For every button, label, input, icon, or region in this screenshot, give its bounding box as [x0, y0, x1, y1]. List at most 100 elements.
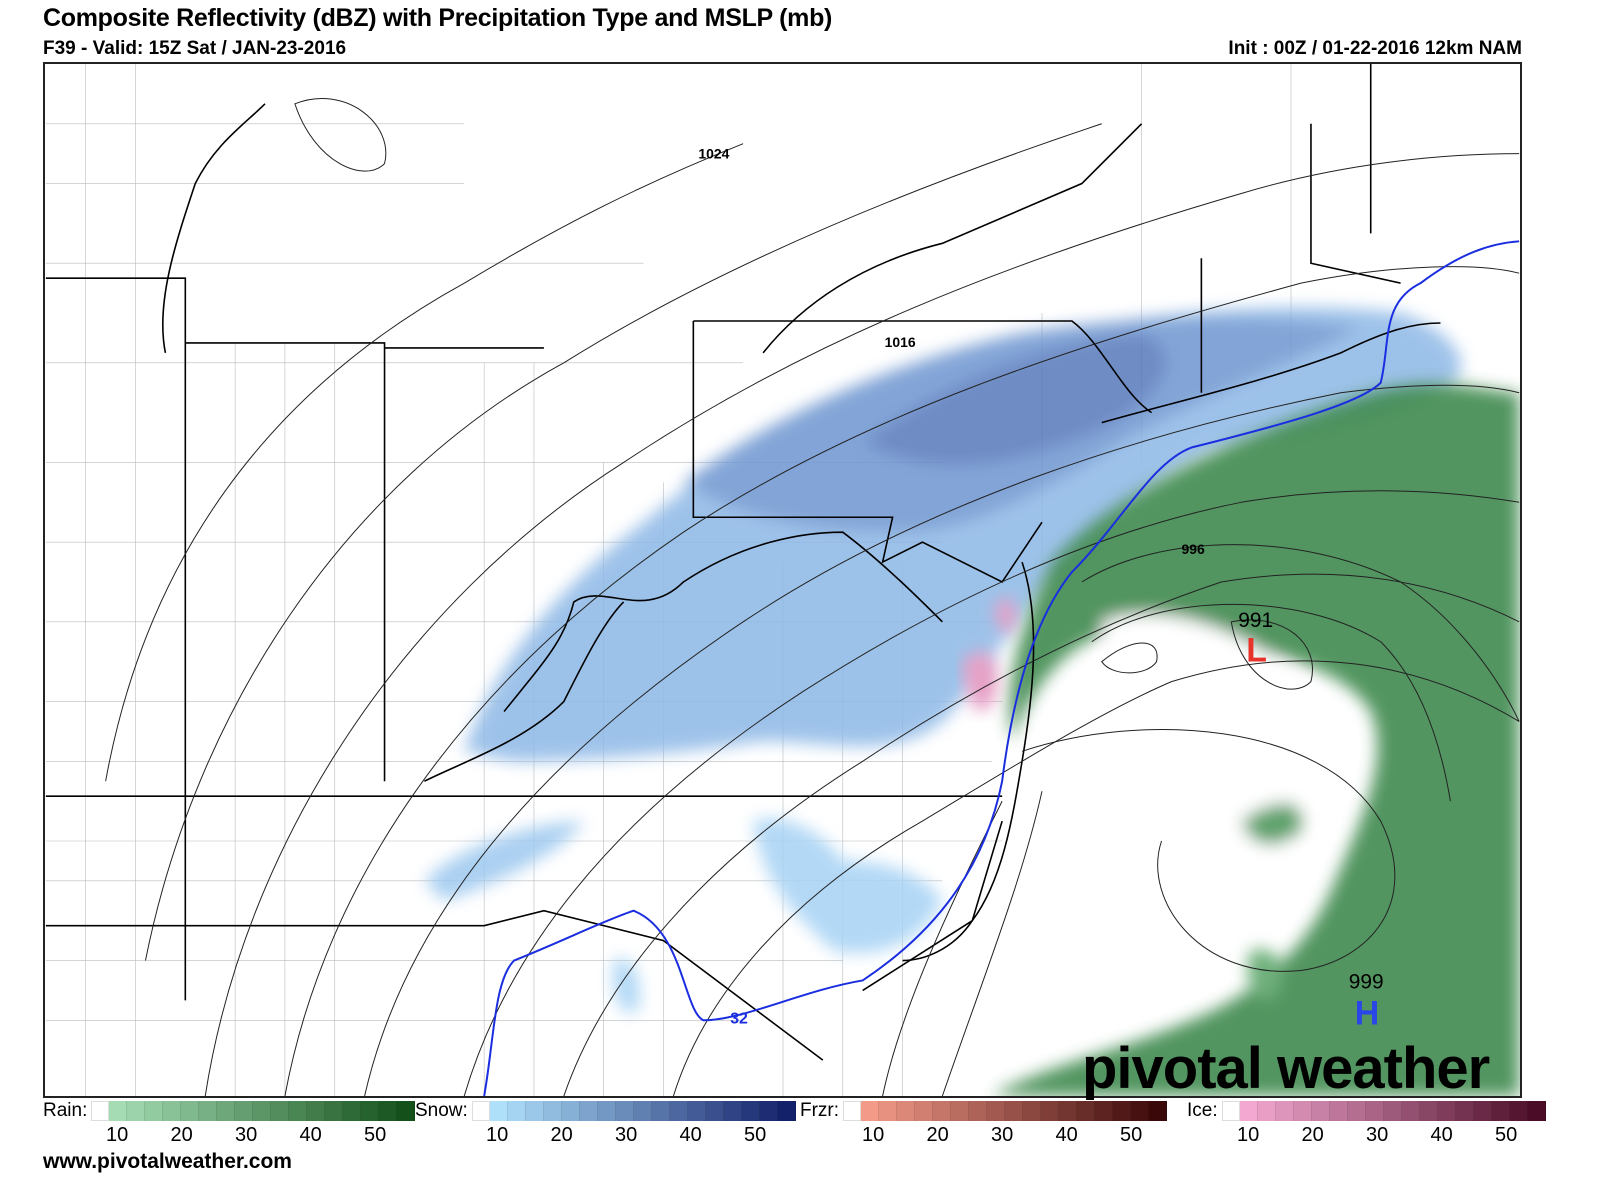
legend-swatch [1221, 1101, 1240, 1121]
ice-color-bar [1221, 1101, 1546, 1121]
legend-swatch [543, 1101, 562, 1121]
freezing-line-32 [483, 240, 1520, 1096]
legend-swatch [597, 1101, 616, 1121]
legend-swatch [1329, 1101, 1348, 1121]
legend-swatch [1293, 1101, 1312, 1121]
legend-swatch [91, 1101, 110, 1121]
rain-ticks: 10 20 30 40 50 [106, 1124, 429, 1147]
legend-swatch [615, 1101, 634, 1121]
snow-color-bar [471, 1101, 796, 1121]
high-pressure-symbol: H [1355, 994, 1379, 1032]
legend-swatch [1059, 1101, 1078, 1121]
legend-swatch [1131, 1101, 1150, 1121]
legend-swatch [1113, 1101, 1132, 1121]
legend-swatch [933, 1101, 952, 1121]
tick: 20 [170, 1124, 193, 1146]
source-url[interactable]: www.pivotalweather.com [43, 1150, 292, 1173]
legend-swatch [1527, 1101, 1546, 1121]
tick: 40 [1430, 1124, 1453, 1146]
tick: 10 [862, 1124, 885, 1146]
legend-swatch [1419, 1101, 1438, 1121]
legend-swatch [1257, 1101, 1276, 1121]
tick: 10 [486, 1124, 509, 1146]
legend-swatch [705, 1101, 724, 1121]
legend-swatch [1239, 1101, 1258, 1121]
legend-swatch [1023, 1101, 1042, 1121]
ice-legend: Ice: [1187, 1100, 1546, 1122]
legend-swatch [127, 1101, 146, 1121]
tick: 50 [744, 1124, 767, 1146]
legend-swatch [489, 1101, 508, 1121]
state-borders [45, 64, 1441, 1061]
legend-swatch [1401, 1101, 1420, 1121]
tick: 30 [1366, 1124, 1389, 1146]
legend-swatch [471, 1101, 490, 1121]
legend-swatch [561, 1101, 580, 1121]
legend-swatch [109, 1101, 128, 1121]
legend-swatch [1365, 1101, 1384, 1121]
legend-swatch [879, 1101, 898, 1121]
legend-swatch [145, 1101, 164, 1121]
freezing-line-label: 32 [730, 1010, 748, 1027]
legend-swatch [579, 1101, 598, 1121]
legend-swatch [1383, 1101, 1402, 1121]
legend-swatch [897, 1101, 916, 1121]
legend-swatch [687, 1101, 706, 1121]
legend-swatch [525, 1101, 544, 1121]
tick: 30 [991, 1124, 1014, 1146]
legend-swatch [951, 1101, 970, 1121]
tick: 10 [1237, 1124, 1260, 1146]
tick: 20 [1301, 1124, 1324, 1146]
snow-ticks: 10 20 30 40 50 [486, 1124, 809, 1147]
frzr-ticks: 10 20 30 40 50 [862, 1124, 1185, 1147]
legend-swatch [1311, 1101, 1330, 1121]
frzr-color-bar [843, 1101, 1168, 1121]
tick: 40 [299, 1124, 322, 1146]
legend-swatch [777, 1101, 796, 1121]
snow-legend-label: Snow: [415, 1100, 468, 1121]
legend-swatch [307, 1101, 326, 1121]
legend-swatch [397, 1101, 416, 1121]
legend-swatch [1041, 1101, 1060, 1121]
legend-swatch [651, 1101, 670, 1121]
isobar-label-1024: 1024 [698, 146, 729, 162]
tick: 30 [615, 1124, 638, 1146]
frzr-legend-label: Frzr: [800, 1100, 840, 1121]
legend-swatch [361, 1101, 380, 1121]
tick: 40 [1055, 1124, 1078, 1146]
isobar-label-1016: 1016 [885, 334, 916, 350]
legend-swatch [199, 1101, 218, 1121]
tick: 30 [235, 1124, 258, 1146]
legend-swatch [1275, 1101, 1294, 1121]
legend-swatch [1509, 1101, 1528, 1121]
legend-swatch [507, 1101, 526, 1121]
tick: 50 [1120, 1124, 1143, 1146]
valid-time: F39 - Valid: 15Z Sat / JAN-23-2016 [43, 38, 347, 59]
frzr-legend: Frzr: [800, 1100, 1168, 1122]
legend-swatch [861, 1101, 880, 1121]
tick: 40 [679, 1124, 702, 1146]
low-pressure-value: 991 [1238, 609, 1273, 632]
legend-swatch [217, 1101, 236, 1121]
legend-swatch [987, 1101, 1006, 1121]
tick: 20 [926, 1124, 949, 1146]
legend-swatch [723, 1101, 742, 1121]
legend-swatch [1437, 1101, 1456, 1121]
legend-swatch [633, 1101, 652, 1121]
legend-swatch [1095, 1101, 1114, 1121]
legend-swatch [325, 1101, 344, 1121]
ice-ticks: 10 20 30 40 50 [1237, 1124, 1560, 1147]
isobars [105, 98, 1520, 1096]
legend-swatch [741, 1101, 760, 1121]
legend-swatch [163, 1101, 182, 1121]
legend-swatch [1005, 1101, 1024, 1121]
legend-swatch [271, 1101, 290, 1121]
ice-legend-label: Ice: [1187, 1100, 1218, 1121]
legend-swatch [1473, 1101, 1492, 1121]
tick: 50 [1495, 1124, 1518, 1146]
ice-area [962, 598, 1017, 712]
legend-swatch [969, 1101, 988, 1121]
legend-swatch [1347, 1101, 1366, 1121]
rain-legend-label: Rain: [43, 1100, 88, 1121]
map-title: Composite Reflectivity (dBZ) with Precip… [43, 4, 833, 32]
